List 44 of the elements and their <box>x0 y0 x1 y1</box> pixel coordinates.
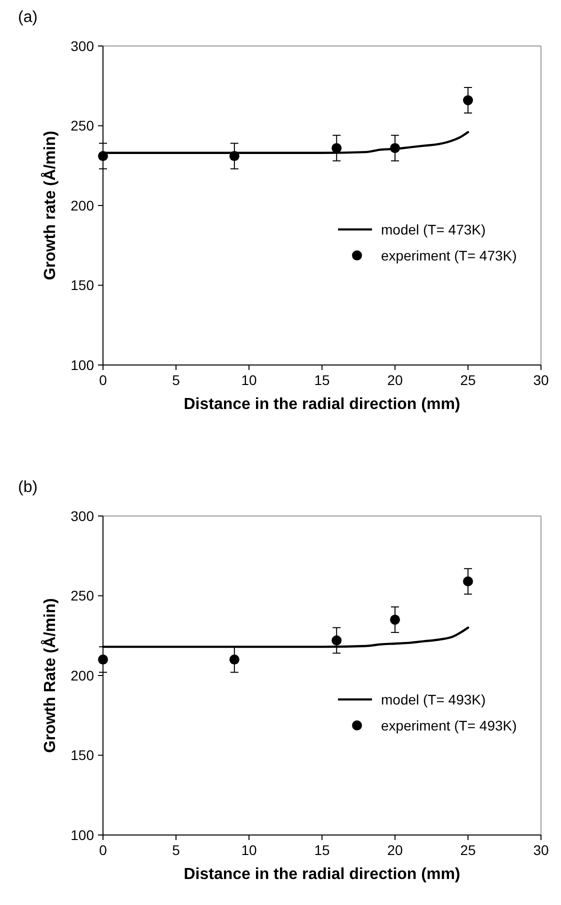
y-tick-label: 250 <box>70 118 94 134</box>
y-tick-label: 200 <box>70 667 94 684</box>
x-tick-label: 25 <box>460 372 476 388</box>
y-axis-title: Growth Rate (Å/min) <box>40 598 59 753</box>
point <box>229 151 240 162</box>
point <box>463 576 473 586</box>
point <box>463 95 473 106</box>
x-tick-label: 20 <box>387 842 403 858</box>
x-tick-label: 10 <box>241 842 257 858</box>
x-tick-label: 25 <box>460 842 476 858</box>
y-tick-label: 300 <box>70 508 94 524</box>
legend-label: experiment (T= 493K) <box>381 717 517 734</box>
y-tick-label: 200 <box>70 197 94 214</box>
point <box>229 654 240 665</box>
x-tick-label: 30 <box>533 842 549 858</box>
legend-label: experiment (T= 473K) <box>381 247 517 264</box>
x-tick-label: 0 <box>99 842 108 858</box>
point <box>332 635 342 646</box>
y-tick-label: 150 <box>70 747 94 764</box>
legend-label: model (T= 473K) <box>381 221 486 238</box>
x-tick-label: 15 <box>314 842 330 858</box>
x-tick-label: 20 <box>387 372 403 388</box>
chart-title: (b) <box>18 479 38 496</box>
x-tick-label: 10 <box>241 372 257 388</box>
point <box>98 151 108 162</box>
x-tick-label: 15 <box>314 372 330 388</box>
y-tick-label: 100 <box>70 826 94 843</box>
x-tick-label: 0 <box>99 372 108 388</box>
point <box>332 143 342 154</box>
y-tick-label: 250 <box>70 588 94 604</box>
x-axis-title: Distance in the radial direction (mm) <box>184 396 460 413</box>
y-axis-title: Growth rate (Å/min) <box>40 130 59 280</box>
point <box>390 614 400 625</box>
chart-title: (a) <box>18 9 38 26</box>
legend-label: model (T= 493K) <box>381 691 486 708</box>
point <box>98 654 108 665</box>
x-axis-title: Distance in the radial direction (mm) <box>184 866 460 883</box>
y-tick-label: 150 <box>70 277 94 294</box>
x-tick-label: 30 <box>533 372 549 388</box>
x-tick-label: 5 <box>172 372 180 388</box>
point <box>390 143 400 154</box>
x-tick-label: 5 <box>172 842 180 858</box>
y-tick-label: 100 <box>70 356 94 373</box>
y-tick-label: 300 <box>70 38 94 54</box>
